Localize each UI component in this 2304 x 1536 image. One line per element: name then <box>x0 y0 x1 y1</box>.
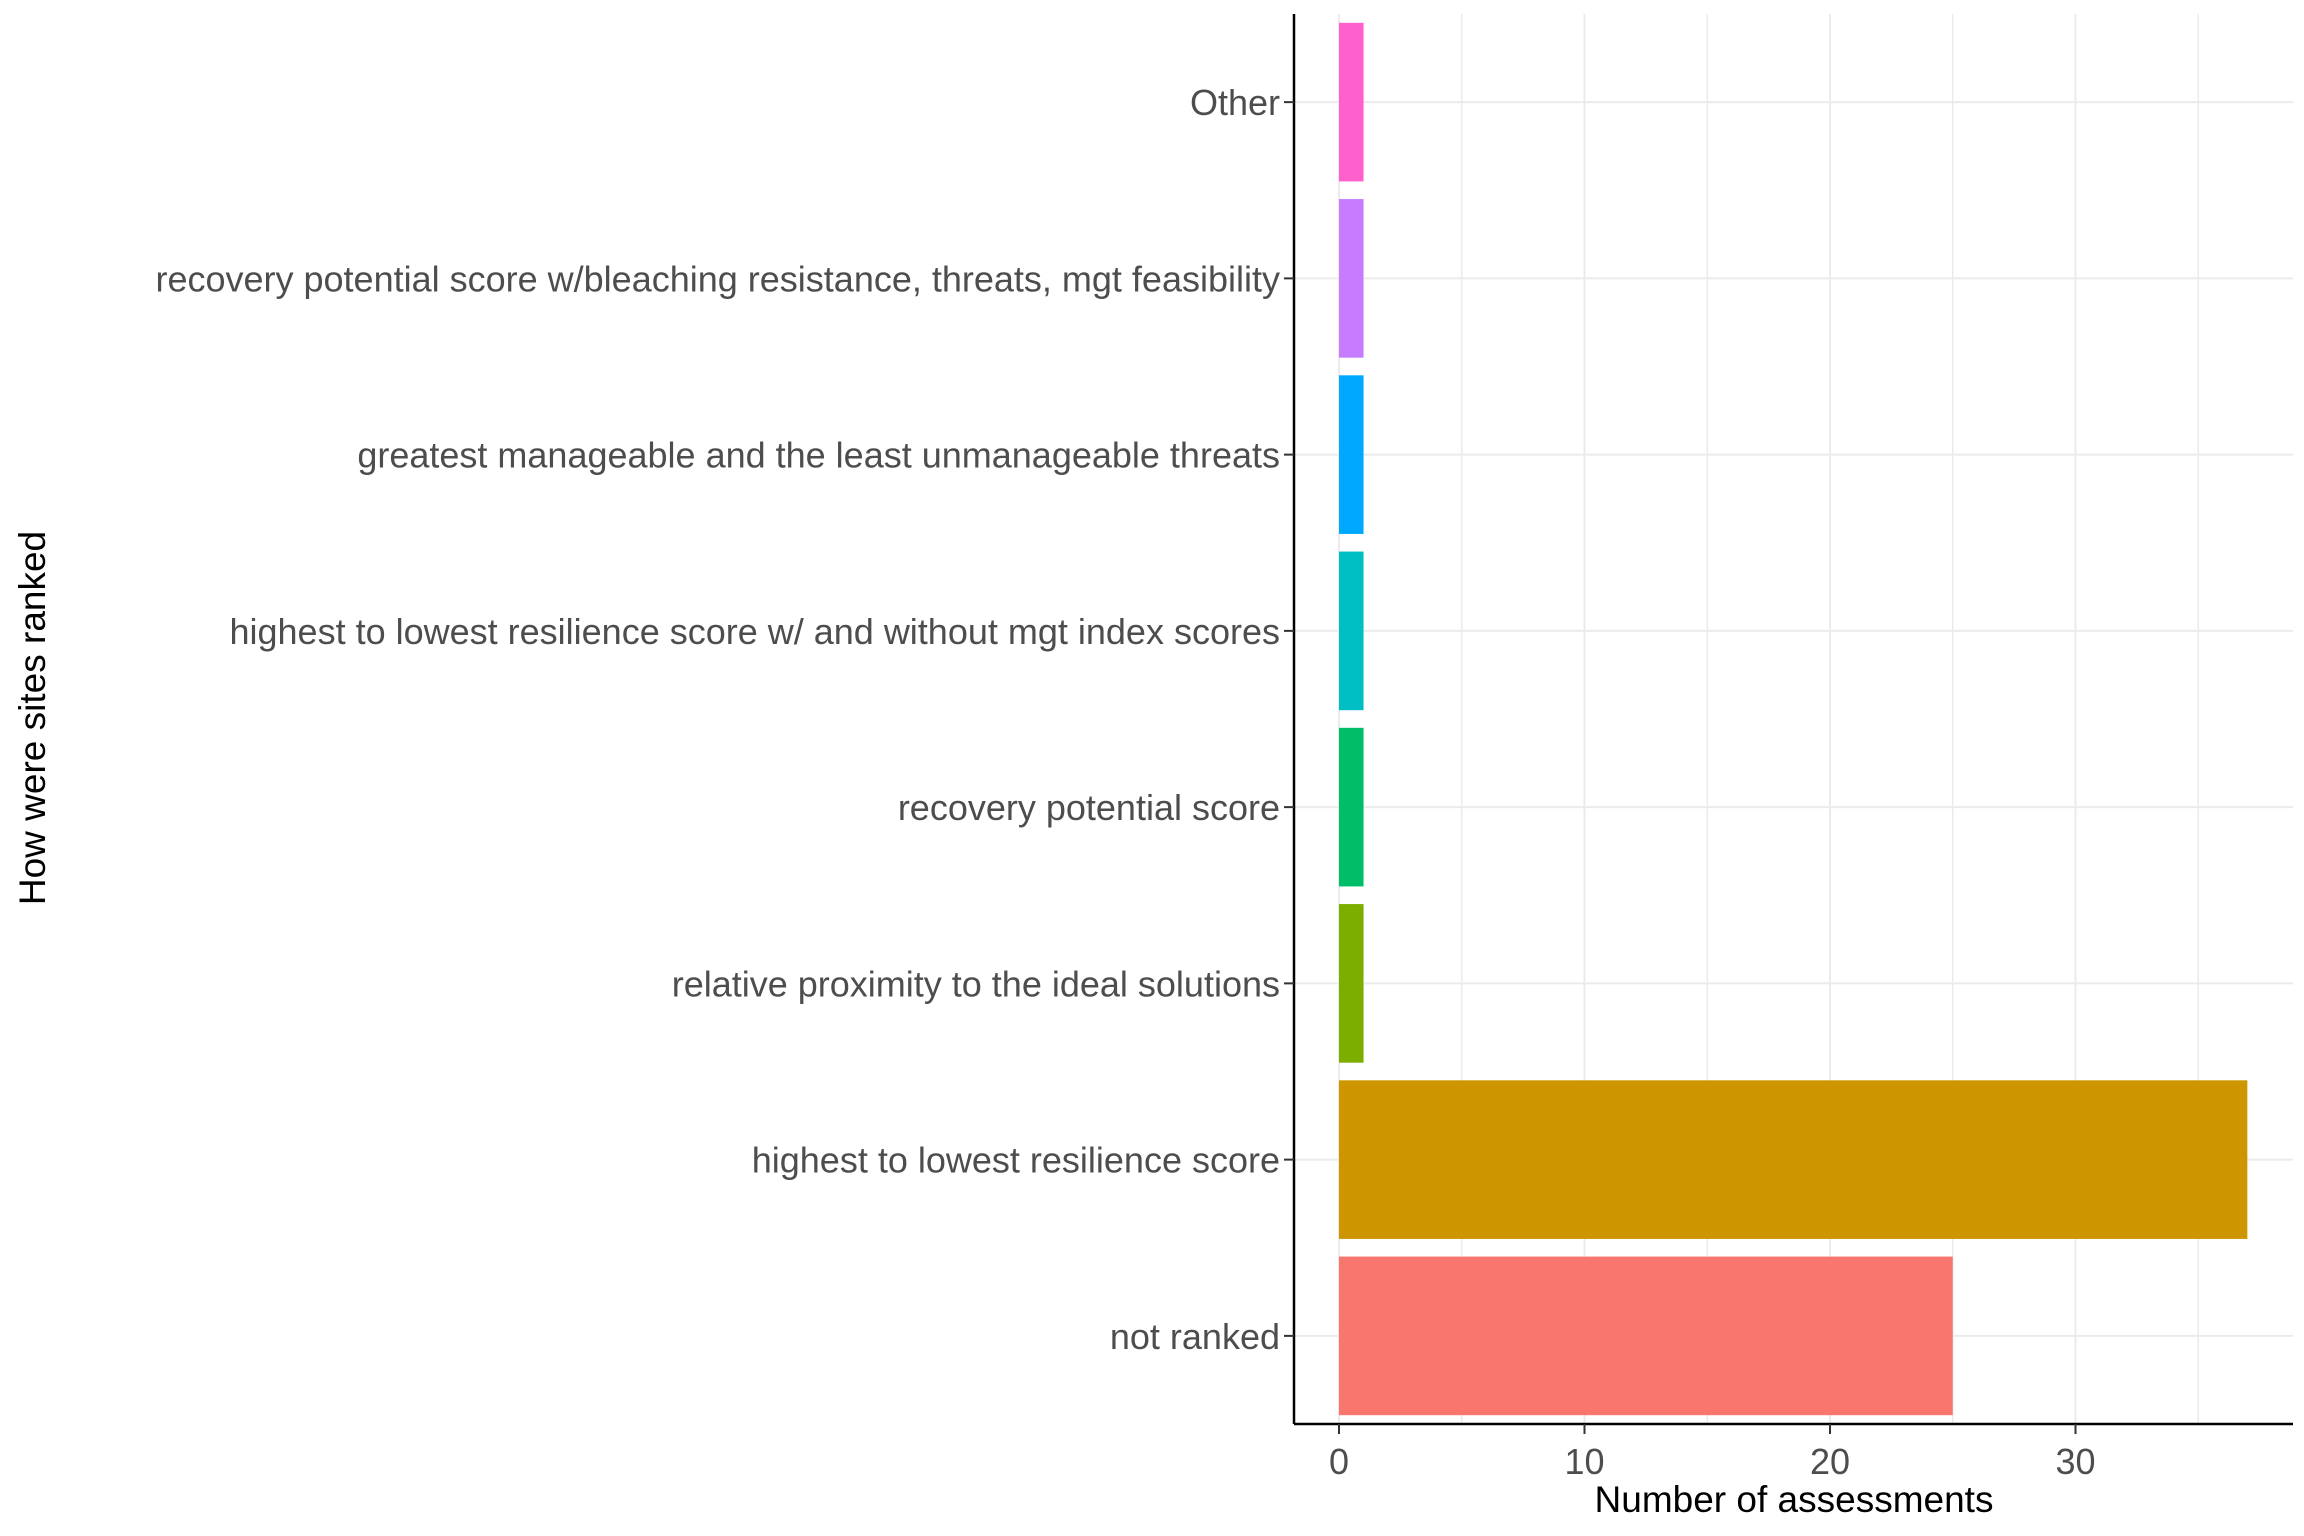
bar <box>1339 199 1364 358</box>
y-tick-label: Other <box>1190 82 1280 123</box>
axes <box>1292 14 2293 1426</box>
y-tick-labels: not ranked highest to lowest resilience s… <box>155 82 1294 1357</box>
y-tick-label: not ranked <box>1110 1316 1280 1357</box>
x-tick-labels: 0 10 20 30 <box>1329 1424 2096 1482</box>
y-axis-title: How were sites ranked <box>12 531 53 905</box>
bar <box>1339 22 1364 182</box>
bar <box>1339 375 1364 534</box>
y-tick-label: recovery potential score w/bleaching res… <box>155 258 1280 299</box>
y-tick-label: greatest manageable and the least unmana… <box>357 435 1280 476</box>
x-tick-label: 30 <box>2055 1441 2095 1482</box>
bar <box>1339 551 1364 711</box>
y-tick-label: recovery potential score <box>898 787 1280 828</box>
y-tick-label: highest to lowest resilience score <box>752 1140 1280 1181</box>
bar <box>1339 904 1364 1063</box>
bar <box>1339 1080 2248 1239</box>
bars <box>1339 22 2248 1416</box>
x-tick-label: 20 <box>1810 1441 1850 1482</box>
grid-lines <box>1294 14 2293 1424</box>
bar <box>1339 1256 1953 1416</box>
y-tick-label: relative proximity to the ideal solution… <box>672 963 1280 1004</box>
x-axis-title: Number of assessments <box>1595 1479 1994 1520</box>
x-tick-label: 0 <box>1329 1441 1349 1482</box>
bar <box>1339 727 1364 887</box>
y-tick-label: highest to lowest resilience score w/ an… <box>229 611 1280 652</box>
x-tick-label: 10 <box>1564 1441 1604 1482</box>
